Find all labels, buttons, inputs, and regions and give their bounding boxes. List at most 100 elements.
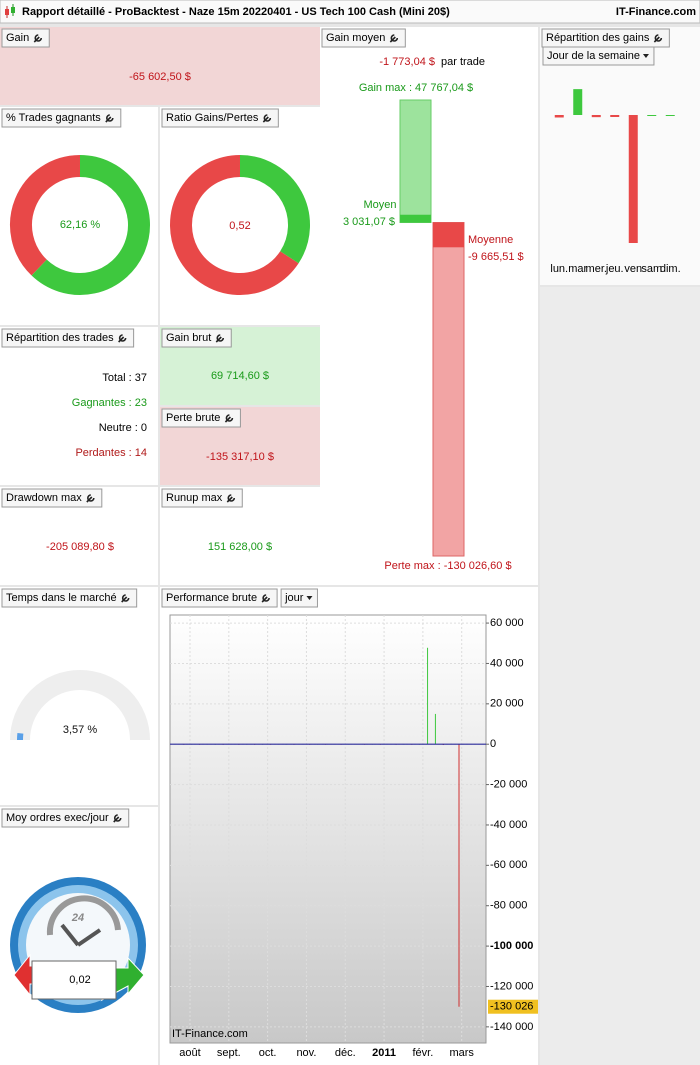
y-tick-label: -140 000 <box>490 1021 533 1033</box>
brand: IT-Finance.com <box>616 6 696 18</box>
y-tick-label: 20 000 <box>490 698 524 710</box>
panel-header-label: Moy ordres exec/jour <box>6 812 109 824</box>
y-tick-label: 60 000 <box>490 617 524 629</box>
moyen-label: Moyen <box>363 199 396 211</box>
x-tick-label: déc. <box>335 1047 356 1059</box>
y-tick-label: -120 000 <box>490 980 533 992</box>
title-bar <box>0 0 700 24</box>
dropdown[interactable] <box>280 588 318 608</box>
trades-row: Gagnantes : 23 <box>72 397 147 409</box>
donut-loss <box>10 155 81 276</box>
wrench-icon <box>215 334 225 343</box>
panel-header[interactable] <box>161 408 241 428</box>
orders-value: 0,02 <box>69 974 90 986</box>
wrench-icon <box>33 34 43 43</box>
weekday-bar <box>573 89 583 115</box>
panel-header[interactable] <box>1 588 138 608</box>
perte-max-bar <box>432 222 465 557</box>
moyenne-label: Moyenne <box>468 234 513 246</box>
weekday-bar <box>610 115 620 117</box>
moyen-bar <box>400 214 431 223</box>
wrench-icon <box>118 334 127 343</box>
y-tick-label: -20 000 <box>490 778 527 790</box>
donut-win <box>31 155 150 295</box>
wrench-icon <box>262 114 272 123</box>
wrench-icon <box>121 594 130 603</box>
dropdown-label: Jour de la semaine <box>547 50 640 62</box>
watermark: IT-Finance.com <box>172 1028 248 1040</box>
weekday-bar <box>647 115 657 116</box>
wrench-icon <box>389 34 399 43</box>
weekday-bar <box>628 115 638 243</box>
panel-header-label: Perte brute <box>166 412 220 424</box>
app-icon <box>5 4 15 18</box>
panel-header[interactable] <box>1 328 135 348</box>
dropdown-arrow <box>306 596 313 600</box>
panel-header[interactable] <box>161 488 243 508</box>
panel-header-label: Ratio Gains/Pertes <box>166 112 259 124</box>
runup-value: 151 628,00 $ <box>208 541 272 553</box>
panel-header-label: Gain <box>6 32 29 44</box>
clock-number: 24 <box>71 912 84 924</box>
win-rate-label: 62,16 % <box>60 219 101 231</box>
perf-bar <box>427 647 429 745</box>
gain-max-bar <box>399 99 432 224</box>
panel-header-label: Répartition des trades <box>6 332 114 344</box>
moyenne-value: -9 665,51 $ <box>468 251 524 263</box>
clock-icon <box>10 877 146 1013</box>
weekday-label: sam <box>641 263 662 275</box>
y-tick-label: 0 <box>490 738 496 750</box>
x-tick-label: févr. <box>412 1047 433 1059</box>
panel-header[interactable] <box>1 488 103 508</box>
panel <box>0 27 320 105</box>
panel-header-label: Temps dans le marché <box>6 592 117 604</box>
panel <box>0 327 158 485</box>
wrench-icon <box>653 34 663 43</box>
y-tick-label: -60 000 <box>490 859 527 871</box>
weekday-bar <box>665 115 675 116</box>
dropdown[interactable] <box>542 46 655 66</box>
wrench-icon <box>105 114 114 123</box>
wrench-icon <box>224 414 234 423</box>
gauge-track <box>10 670 150 741</box>
panel-header[interactable] <box>161 108 279 128</box>
panel-header-label: Gain moyen <box>326 32 385 44</box>
x-tick-label: nov. <box>296 1047 316 1059</box>
weekday-label: dim. <box>660 263 681 275</box>
perte-max-label: Perte max : -130 026,60 $ <box>384 560 511 572</box>
weekday-label: jeu. <box>605 263 624 275</box>
y-tick-label: -100 000 <box>490 940 533 952</box>
trades-row: Perdantes : 14 <box>75 447 147 459</box>
panel-header[interactable] <box>161 588 278 608</box>
gain-brut-value: 69 714,60 $ <box>211 370 269 382</box>
x-tick-label: sept. <box>217 1047 241 1059</box>
moyen-value: 3 031,07 $ <box>343 216 395 228</box>
x-tick-label: 2011 <box>372 1047 396 1059</box>
x-tick-label: août <box>179 1047 200 1059</box>
panel-header-label: Drawdown max <box>6 492 82 504</box>
panel-header[interactable] <box>1 108 122 128</box>
y-tick-label: 40 000 <box>490 657 524 669</box>
panel-header[interactable] <box>1 808 130 828</box>
weekday-label: mar <box>568 263 587 275</box>
window-title: Rapport détaillé - ProBacktest - Naze 15… <box>22 6 450 18</box>
plot-area <box>169 614 487 1044</box>
y-tick-label: -80 000 <box>490 900 527 912</box>
wrench-icon <box>86 494 95 503</box>
drawdown-value: -205 089,80 $ <box>46 541 114 553</box>
gauge-label: 3,57 % <box>63 724 97 736</box>
donut-win <box>239 155 310 264</box>
panel-header-label: Répartition des gains <box>546 32 650 44</box>
donut-loss <box>170 155 299 295</box>
trades-row: Neutre : 0 <box>99 422 147 434</box>
weekday-bar <box>591 115 601 118</box>
weekday-label: mer. <box>586 263 607 275</box>
ratio-label: 0,52 <box>229 220 250 232</box>
panel-header[interactable] <box>321 28 406 48</box>
panel-header[interactable] <box>1 28 50 48</box>
per-trade-suffix: par trade <box>441 56 485 68</box>
panel-header[interactable] <box>161 328 232 348</box>
wrench-icon <box>226 494 236 503</box>
trades-row: Total : 37 <box>102 372 147 384</box>
